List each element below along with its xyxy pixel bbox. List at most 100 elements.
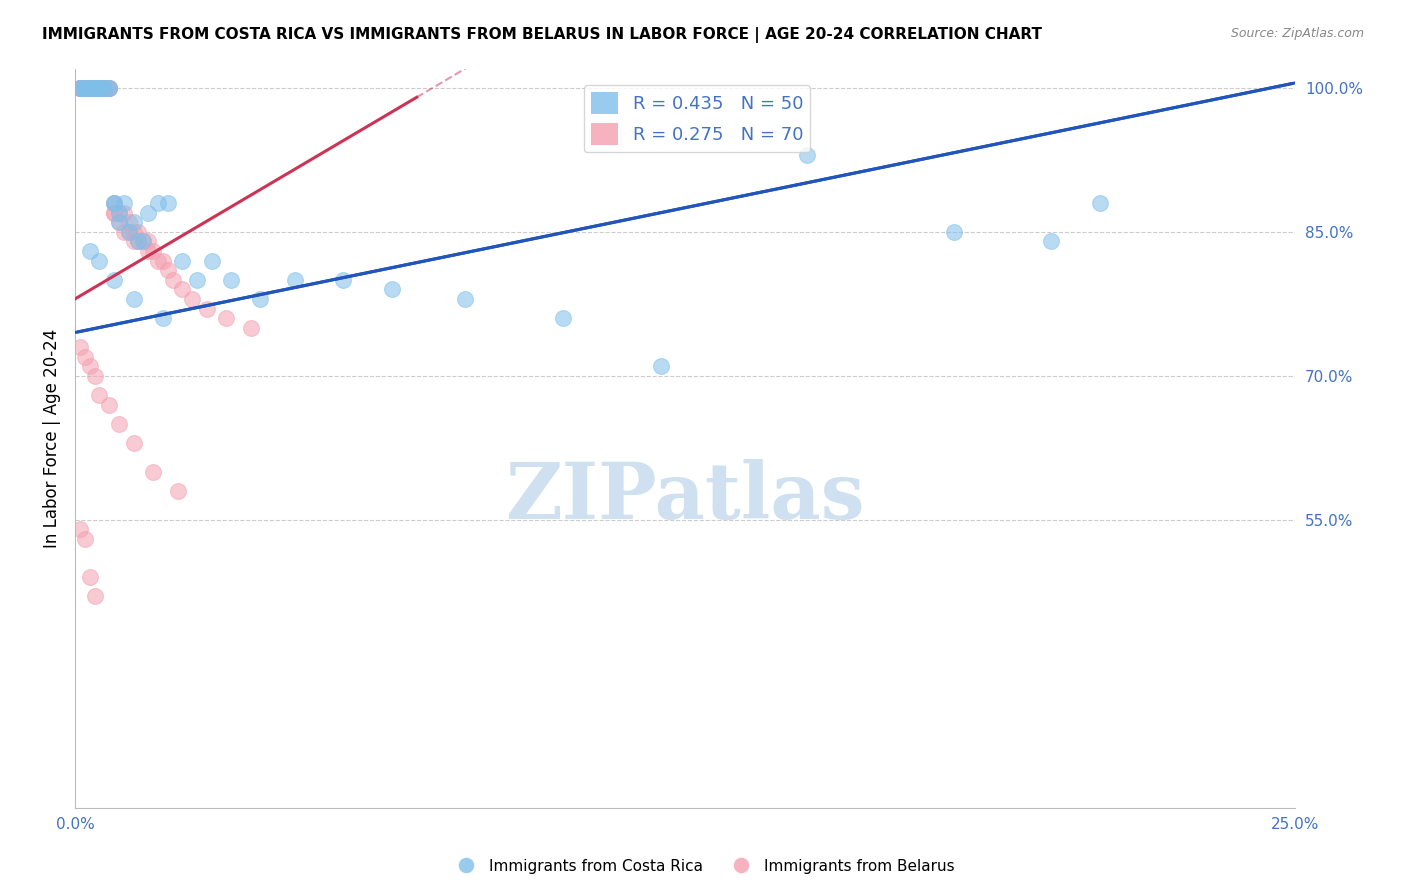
Point <box>79 80 101 95</box>
Text: IMMIGRANTS FROM COSTA RICA VS IMMIGRANTS FROM BELARUS IN LABOR FORCE | AGE 20-24: IMMIGRANTS FROM COSTA RICA VS IMMIGRANTS… <box>42 27 1042 43</box>
Point <box>103 205 125 219</box>
Point <box>215 311 238 326</box>
Point <box>73 80 96 95</box>
Point <box>156 195 179 210</box>
Point <box>69 80 91 95</box>
Point <box>146 195 169 210</box>
Point <box>89 80 111 95</box>
Point <box>98 80 121 95</box>
Point <box>83 80 105 95</box>
Point <box>108 205 131 219</box>
Point <box>195 301 218 316</box>
Point <box>112 205 135 219</box>
Point <box>79 80 101 95</box>
Point <box>83 80 105 95</box>
Point <box>551 311 574 326</box>
Point <box>83 590 105 604</box>
Point <box>73 80 96 95</box>
Point <box>142 465 165 479</box>
Point <box>112 195 135 210</box>
Point <box>73 80 96 95</box>
Point <box>136 205 159 219</box>
Point <box>89 388 111 402</box>
Point <box>118 225 141 239</box>
Point <box>69 80 91 95</box>
Point <box>122 436 145 450</box>
Point <box>93 80 115 95</box>
Point <box>89 80 111 95</box>
Point <box>83 80 105 95</box>
Point <box>122 215 145 229</box>
Legend: R = 0.435   N = 50, R = 0.275   N = 70: R = 0.435 N = 50, R = 0.275 N = 70 <box>583 85 810 153</box>
Point <box>1040 235 1063 249</box>
Point <box>249 292 271 306</box>
Point <box>89 80 111 95</box>
Point <box>73 532 96 546</box>
Point <box>89 253 111 268</box>
Point <box>172 253 194 268</box>
Point <box>93 80 115 95</box>
Point <box>127 225 149 239</box>
Point <box>83 80 105 95</box>
Point <box>79 80 101 95</box>
Point <box>201 253 224 268</box>
Point <box>98 80 121 95</box>
Point <box>103 195 125 210</box>
Point <box>89 80 111 95</box>
Point <box>103 205 125 219</box>
Point <box>79 244 101 258</box>
Legend: Immigrants from Costa Rica, Immigrants from Belarus: Immigrants from Costa Rica, Immigrants f… <box>444 853 962 880</box>
Point <box>83 368 105 383</box>
Point <box>136 244 159 258</box>
Point <box>79 80 101 95</box>
Point <box>136 235 159 249</box>
Point <box>181 292 204 306</box>
Point <box>83 80 105 95</box>
Point <box>69 80 91 95</box>
Point <box>219 273 242 287</box>
Point <box>73 350 96 364</box>
Point <box>239 320 262 334</box>
Point <box>122 235 145 249</box>
Point <box>69 80 91 95</box>
Point <box>284 273 307 287</box>
Point <box>89 80 111 95</box>
Point <box>69 80 91 95</box>
Point <box>98 80 121 95</box>
Point <box>73 80 96 95</box>
Point <box>650 359 672 373</box>
Point <box>98 80 121 95</box>
Point <box>79 570 101 584</box>
Point <box>112 225 135 239</box>
Point <box>162 273 184 287</box>
Point <box>108 215 131 229</box>
Point <box>1088 195 1111 210</box>
Point <box>172 282 194 296</box>
Point <box>103 195 125 210</box>
Point <box>79 359 101 373</box>
Point <box>156 263 179 277</box>
Point <box>118 225 141 239</box>
Point <box>93 80 115 95</box>
Point <box>454 292 477 306</box>
Point <box>79 80 101 95</box>
Point <box>103 195 125 210</box>
Point <box>89 80 111 95</box>
Point <box>142 244 165 258</box>
Point <box>79 80 101 95</box>
Text: ZIPatlas: ZIPatlas <box>505 459 865 535</box>
Point <box>108 417 131 431</box>
Point <box>942 225 965 239</box>
Point <box>79 80 101 95</box>
Point <box>108 215 131 229</box>
Y-axis label: In Labor Force | Age 20-24: In Labor Force | Age 20-24 <box>44 328 60 548</box>
Point <box>122 225 145 239</box>
Point <box>73 80 96 95</box>
Point <box>83 80 105 95</box>
Point <box>73 80 96 95</box>
Point <box>146 253 169 268</box>
Point <box>796 148 818 162</box>
Point <box>381 282 404 296</box>
Point <box>127 235 149 249</box>
Point <box>93 80 115 95</box>
